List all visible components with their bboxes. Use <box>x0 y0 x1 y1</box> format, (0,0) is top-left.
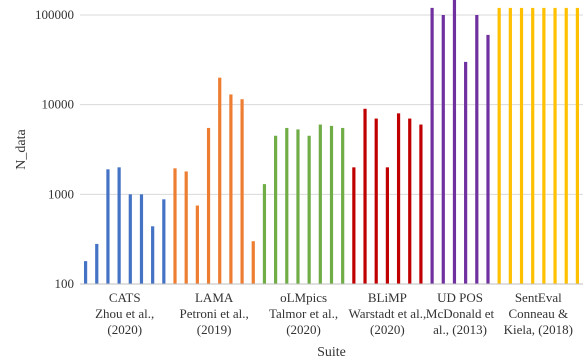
bar-group2-item5 <box>318 124 322 284</box>
bar-group0-item5 <box>139 194 144 284</box>
bar-group5-item1 <box>508 7 512 284</box>
bar-group4-item3 <box>464 61 468 284</box>
x-category-label-line: Kiela, (2018) <box>504 322 573 337</box>
bar-group5-item6 <box>564 7 568 284</box>
x-category-label-line: (2019) <box>197 322 232 337</box>
bar-group4-item4 <box>475 15 479 284</box>
bar-group0-item0 <box>83 261 88 284</box>
bar-group1-item6 <box>240 99 244 284</box>
y-tick-label: 100000 <box>35 7 74 22</box>
bar-group1-item5 <box>229 94 233 285</box>
x-category-label-line: CATS <box>109 290 141 305</box>
x-category-label: CATS Zhou et al., (2020) <box>95 290 154 337</box>
bar-group5-item7 <box>575 7 580 284</box>
y-tick-label: 10000 <box>42 97 75 112</box>
bar-group4-item1 <box>441 15 445 284</box>
x-category-label-line: Talmor et al., <box>269 306 338 321</box>
x-category-labels: CATS Zhou et al., (2020)LAMA Petroni et al.… <box>95 290 573 337</box>
x-category-label-line: SentEval <box>515 290 562 305</box>
bar-group4-item0 <box>430 7 434 284</box>
bar-group0-item1 <box>95 243 99 284</box>
bar-group0-item6 <box>151 226 155 284</box>
bar-group0-item4 <box>128 194 132 284</box>
x-category-label-line: (2020) <box>370 322 405 337</box>
x-category-label: LAMA Petroni et al., (2019) <box>179 290 248 337</box>
bar-group2-item4 <box>307 135 311 284</box>
bar-group2-item2 <box>285 127 289 284</box>
bar-group3-item1 <box>363 108 367 284</box>
bar-group3-item4 <box>396 113 401 284</box>
bar-group4-item2 <box>452 0 457 284</box>
bar-group4-item5 <box>486 34 490 284</box>
bar-group5-item2 <box>519 7 524 284</box>
y-tick-label: 100 <box>55 276 75 291</box>
bar-group5-item0 <box>497 7 501 284</box>
x-category-label: BLiMP Warstadt et al., (2020) <box>349 290 427 337</box>
x-category-label-line: (2020) <box>286 322 321 337</box>
x-axis-title: Suite <box>317 345 346 360</box>
y-axis-title: N_data <box>14 129 29 170</box>
y-tick-labels: 100 1000 10000 100000 <box>35 7 74 291</box>
x-category-label-line: Conneau & <box>508 306 568 321</box>
x-category-label-line: BLiMP <box>368 290 407 305</box>
bar-group1-item0 <box>173 168 177 284</box>
bar-group5-item5 <box>553 7 557 284</box>
bar-group2-item0 <box>262 184 267 284</box>
x-category-label: SentEval Conneau & Kiela, (2018) <box>504 290 573 337</box>
y-tick-label: 1000 <box>48 186 74 201</box>
bar-group5-item3 <box>531 7 535 284</box>
bar-group2-item6 <box>329 125 334 284</box>
bar-group3-item6 <box>419 124 423 284</box>
x-category-label: UD POS McDonald et al., (2013) <box>426 290 495 337</box>
bar-group2-item7 <box>341 127 345 284</box>
bar-group2-item1 <box>274 135 278 284</box>
bar-group1-item2 <box>195 205 199 284</box>
bar-group0-item7 <box>162 199 166 284</box>
x-category-label-line: oLMpics <box>280 290 327 305</box>
bar-group0-item3 <box>117 167 121 284</box>
x-category-label-line: LAMA <box>195 290 234 305</box>
bar-group3-item2 <box>374 118 378 284</box>
x-category-label-line: UD POS <box>437 290 483 305</box>
bar-group1-item1 <box>184 171 188 284</box>
bar-group5-item4 <box>542 7 546 284</box>
bar-group0-item2 <box>106 169 110 284</box>
bar-group1-item7 <box>251 241 255 284</box>
bars <box>83 0 580 285</box>
bar-group3-item3 <box>385 167 389 284</box>
bar-group3-item0 <box>352 167 356 284</box>
bar-group1-item4 <box>218 77 222 284</box>
bar-group1-item3 <box>206 127 211 284</box>
x-category-label-line: (2020) <box>107 322 142 337</box>
x-category-label-line: al., (2013) <box>433 322 487 337</box>
bar-group2-item3 <box>296 129 300 284</box>
x-category-label-line: Zhou et al., <box>95 306 154 321</box>
bar-group3-item5 <box>408 118 412 284</box>
x-category-label-line: Petroni et al., <box>179 306 248 321</box>
x-category-label: oLMpics Talmor et al., (2020) <box>269 290 338 337</box>
x-category-label-line: McDonald et <box>426 306 495 321</box>
x-category-label-line: Warstadt et al., <box>349 306 427 321</box>
